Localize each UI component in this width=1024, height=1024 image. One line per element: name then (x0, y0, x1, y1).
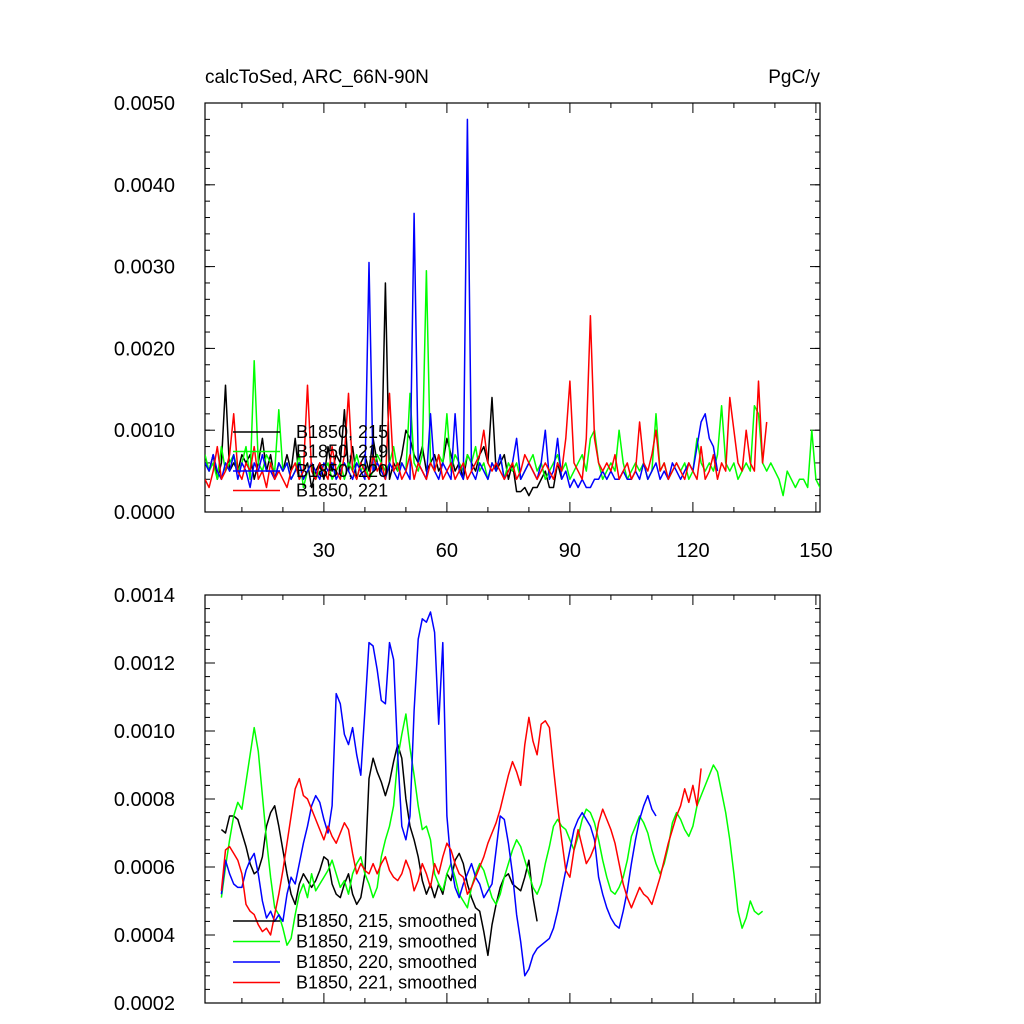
x-tick-label: 120 (676, 540, 709, 562)
y-tick-label: 0.0002 (114, 993, 175, 1015)
legend-label: B1850, 221, smoothed (296, 973, 477, 993)
plot-frame (204, 102, 821, 513)
series-line-2 (220, 713, 764, 946)
legend-label: B1850, 219, smoothed (296, 932, 477, 952)
series-line-1 (205, 282, 563, 497)
series-line-4 (220, 716, 702, 936)
legend-label: B1850, 220, smoothed (296, 952, 477, 972)
y-tick-label: 0.0004 (114, 925, 175, 947)
series-line-4 (205, 314, 768, 489)
y-tick-label: 0.0050 (114, 93, 175, 115)
x-tick-label: 90 (559, 540, 581, 562)
y-tick-label: 0.0014 (114, 585, 175, 607)
legend-label: B1850, 219 (296, 442, 388, 462)
series-line-3 (220, 611, 657, 977)
y-tick-label: 0.0010 (114, 420, 175, 442)
legend-label: B1850, 220 (296, 461, 388, 481)
bottom-plot-panel: 0.0002 0.0004 0.0006 0.0008 0.0010 0.0012 0.00… (114, 585, 821, 1015)
top-plot-panel: 30 60 90 120 150 0.0000 0.0010 0.0020 0.0030 0.00… (114, 93, 833, 562)
x-tick-label: 60 (436, 540, 458, 562)
legend-label: B1850, 221 (296, 481, 388, 501)
series-line-1 (220, 743, 538, 957)
legend-label: B1850, 215 (296, 422, 388, 442)
units-label: PgC/y (768, 67, 820, 88)
chart-title: calcToSed, ARC_66N-90N (205, 67, 429, 88)
y-tick-label: 0.0010 (114, 721, 175, 743)
y-tick-label: 0.0006 (114, 857, 175, 879)
x-tick-label: 150 (799, 540, 832, 562)
legend-label: B1850, 215, smoothed (296, 911, 477, 931)
y-tick-label: 0.0020 (114, 338, 175, 360)
y-tick-label: 0.0040 (114, 175, 175, 197)
x-tick-label: 30 (313, 540, 335, 562)
y-tick-label: 0.0008 (114, 789, 175, 811)
y-tick-label: 0.0000 (114, 502, 175, 524)
y-tick-label: 0.0012 (114, 653, 175, 675)
y-tick-label: 0.0030 (114, 257, 175, 279)
